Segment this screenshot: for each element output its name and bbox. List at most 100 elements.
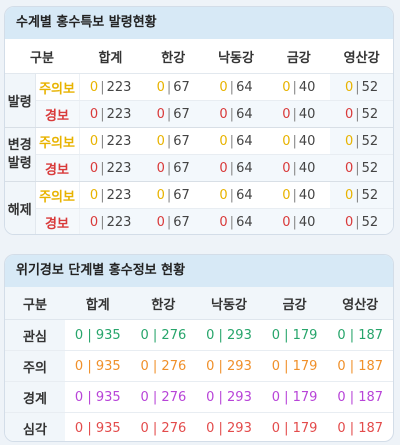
flood-warning-table: 구분 합계 한강 낙동강 금강 영산강 발령 주의보 0 | 223 0 | 67 0 | 64 0 |…	[5, 39, 393, 234]
value-cell: 0 | 52	[330, 100, 393, 128]
current-count: 0	[344, 106, 354, 122]
header-geum: 금강	[267, 39, 331, 74]
value-cell: 0 | 40	[267, 154, 331, 182]
separator: |	[292, 79, 297, 95]
current-count: 0	[219, 160, 228, 176]
value-cell: 0 | 179	[261, 381, 328, 413]
value-cell: 0 | 40	[267, 127, 331, 155]
current-count: 0	[282, 79, 291, 95]
separator: |	[292, 106, 297, 122]
value-cell: 0 | 52	[330, 208, 393, 234]
total-count: 64	[236, 187, 253, 203]
value-cell: 0 | 64	[204, 73, 268, 101]
advisory-label: 주의보	[35, 181, 80, 209]
total-count: 67	[173, 160, 190, 176]
total-count: 52	[361, 106, 379, 122]
row-group-label: 변경 발령	[5, 127, 36, 182]
value-cell: 0 | 52	[330, 127, 393, 155]
total-count: 67	[173, 214, 190, 230]
separator: |	[229, 214, 235, 230]
value-cell: 0 | 223	[79, 208, 142, 234]
separator: |	[166, 106, 172, 122]
value-cell: 0 | 67	[141, 127, 205, 155]
value-cell: 0 | 64	[204, 181, 268, 209]
separator: |	[166, 160, 172, 176]
total-count: 52	[361, 214, 379, 230]
value-cell: 0 | 64	[204, 154, 268, 182]
value-cell: 0 | 276	[130, 350, 197, 382]
row-label: 심각	[5, 412, 65, 441]
header-type: 구분	[5, 287, 65, 320]
current-count: 0	[344, 79, 354, 95]
total-count: 64	[236, 133, 253, 149]
separator: |	[229, 187, 235, 203]
header-total: 합계	[65, 287, 131, 320]
current-count: 0	[219, 133, 228, 149]
table-row: 관심 0 | 935 0 | 276 0 | 293 0 | 179 0 | 187	[5, 319, 393, 351]
value-cell: 0 | 52	[330, 154, 393, 182]
separator: |	[292, 160, 297, 176]
table-row: 변경 발령 주의보 0 | 223 0 | 67 0 | 64 0 | 40 0 | 52	[5, 127, 393, 182]
total-count: 67	[173, 79, 190, 95]
current-count: 0	[282, 133, 291, 149]
current-count: 0	[89, 106, 99, 122]
crisis-level-flood-info-card: 위기경보 단계별 홍수정보 현황 구분 합계 한강 낙동강 금강 영산강 관심 0…	[4, 254, 394, 442]
total-count: 40	[298, 187, 316, 203]
current-count: 0	[156, 214, 165, 230]
separator: |	[229, 79, 235, 95]
table-header-row: 구분 합계 한강 낙동강 금강 영산강	[5, 287, 393, 320]
value-cell: 0 | 40	[267, 181, 331, 209]
current-count: 0	[156, 187, 165, 203]
current-count: 0	[219, 106, 228, 122]
current-count: 0	[344, 214, 354, 230]
value-cell: 0 | 935	[65, 381, 131, 413]
value-cell: 0 | 67	[141, 208, 205, 234]
separator: |	[166, 133, 172, 149]
separator: |	[229, 160, 235, 176]
header-type: 구분	[5, 39, 80, 74]
value-cell: 0 | 67	[141, 181, 205, 209]
value-cell: 0 | 187	[327, 319, 393, 351]
separator: |	[292, 133, 297, 149]
value-cell: 0 | 64	[204, 127, 268, 155]
value-cell: 0 | 187	[337, 420, 384, 436]
separator: |	[100, 106, 105, 122]
value-cell: 0 | 179	[261, 319, 328, 351]
current-count: 0	[89, 133, 99, 149]
table-row: 주의 0 | 935 0 | 276 0 | 293 0 | 179 0 | 187	[5, 350, 393, 382]
separator: |	[100, 214, 105, 230]
separator: |	[292, 187, 297, 203]
separator: |	[355, 160, 360, 176]
row-group-label: 해제	[5, 181, 36, 234]
total-count: 52	[361, 79, 379, 95]
header-yeongsan: 영산강	[327, 287, 393, 320]
table-row: 경보 0 | 223 0 | 67 0 | 64 0 | 40 0 | 52	[5, 208, 393, 234]
warning-label: 경보	[35, 154, 80, 182]
table-row: 경보 0 | 223 0 | 67 0 | 64 0 | 40 0 | 52	[5, 154, 393, 182]
value-cell: 0 | 52	[330, 73, 393, 101]
table-header-row: 구분 합계 한강 낙동강 금강 영산강	[5, 39, 393, 74]
value-cell: 0 | 276	[140, 420, 187, 436]
separator: |	[355, 79, 360, 95]
value-cell: 0 | 935	[65, 350, 131, 382]
header-han: 한강	[130, 287, 197, 320]
value-cell: 0 | 64	[204, 208, 268, 234]
crisis-level-table: 구분 합계 한강 낙동강 금강 영산강 관심 0 | 935 0 | 276 0 | …	[5, 287, 393, 441]
total-count: 52	[361, 187, 379, 203]
value-cell: 0 | 64	[204, 100, 268, 128]
current-count: 0	[219, 214, 228, 230]
value-cell: 0 | 187	[327, 381, 393, 413]
header-nakdong: 낙동강	[196, 287, 262, 320]
separator: |	[166, 79, 172, 95]
header-geum: 금강	[261, 287, 328, 320]
total-count: 67	[173, 133, 190, 149]
total-count: 223	[106, 187, 132, 203]
total-count: 52	[361, 160, 379, 176]
value-cell: 0 | 67	[141, 73, 205, 101]
separator: |	[355, 106, 360, 122]
separator: |	[166, 187, 172, 203]
value-cell: 0 | 293	[206, 420, 252, 436]
value-cell: 0 | 179	[271, 420, 318, 436]
header-total: 합계	[79, 39, 142, 74]
value-cell: 0 | 187	[327, 350, 393, 382]
